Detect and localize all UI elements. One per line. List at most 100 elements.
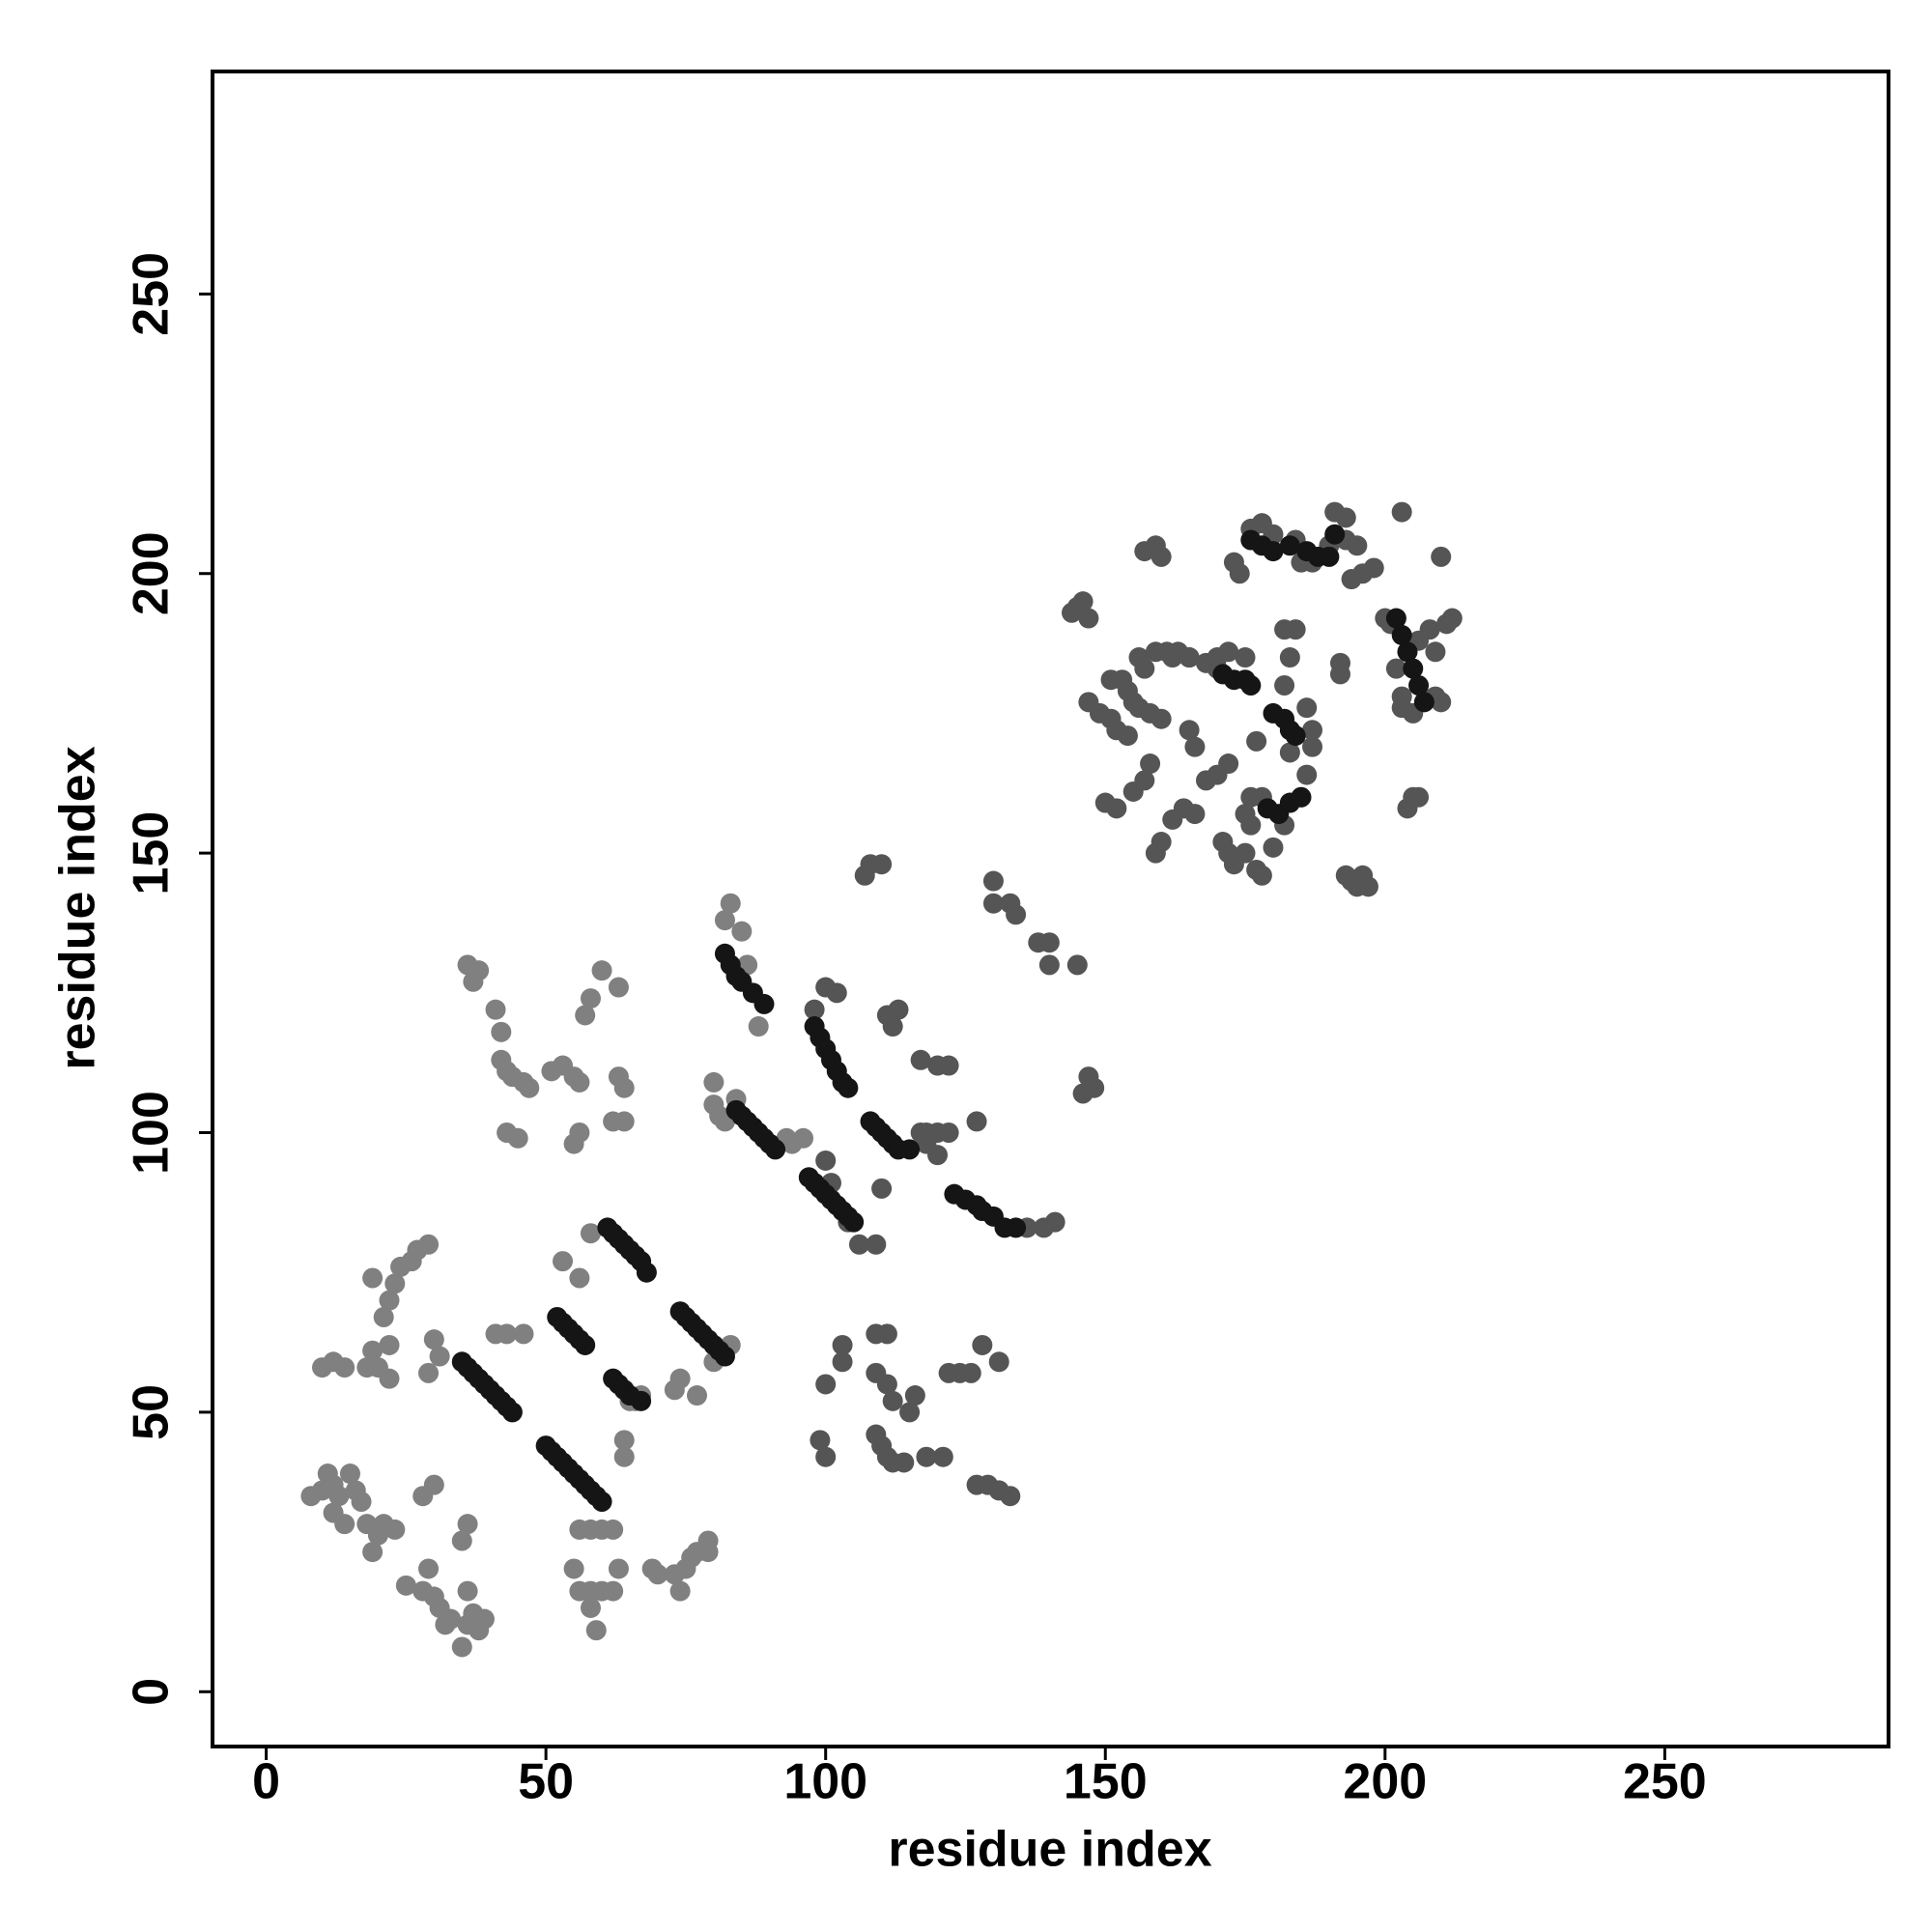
point [1431,546,1452,567]
point [1324,524,1346,545]
point [334,1357,355,1378]
point [339,1463,360,1485]
point [832,1334,853,1355]
point [457,1580,478,1602]
point [423,1329,444,1350]
point [451,1636,472,1658]
point [848,1234,869,1255]
point [429,1346,450,1367]
point [826,982,847,1004]
point [938,1122,959,1144]
point [1038,954,1060,976]
point [1357,876,1378,897]
point [575,1334,596,1355]
point [669,1580,691,1602]
y-tick-label: 150 [124,811,180,895]
point [418,1362,440,1383]
point [1263,837,1284,858]
point [384,1273,406,1294]
y-tick-label: 250 [124,252,180,336]
point [910,1049,931,1070]
point [1385,608,1406,629]
point [1134,770,1155,791]
point [362,1542,384,1563]
point [1151,832,1172,853]
point [1391,501,1412,523]
point [1072,591,1094,612]
point [569,1071,590,1093]
point [580,988,601,1009]
point [1279,647,1300,668]
x-tick-label: 50 [518,1754,574,1810]
point [1162,647,1183,668]
point [1408,786,1430,808]
point [810,1430,831,1451]
point [1274,619,1295,640]
point [1184,804,1206,825]
point [485,999,506,1020]
point [1425,641,1446,663]
x-axis-title: residue index [888,1822,1211,1878]
point [687,1385,708,1406]
point [960,1362,981,1383]
point [832,1351,853,1373]
point [703,1071,724,1093]
point [603,1519,624,1540]
point [491,1021,512,1042]
point [843,1211,865,1233]
point [871,854,893,875]
point [473,1608,495,1630]
point [1335,507,1356,528]
point [1117,725,1138,747]
point [1263,541,1284,562]
point [1151,546,1172,567]
point [876,1323,897,1345]
point [815,1374,837,1395]
point [1329,652,1350,673]
point [440,1608,462,1630]
point [1078,608,1099,629]
point [423,1474,444,1495]
point [1184,736,1206,757]
point [932,1446,953,1467]
point [636,1262,657,1283]
point [1179,647,1200,668]
point [1038,932,1060,953]
point [1218,641,1239,663]
point [982,893,1004,914]
point [882,1390,903,1411]
point [1066,954,1088,976]
point [613,1446,635,1467]
point [1279,742,1300,763]
point [748,1016,769,1037]
point [575,1005,596,1026]
point [854,865,875,886]
point [1140,753,1161,775]
point [972,1334,993,1355]
point [793,1127,814,1149]
point [591,960,612,981]
point [1235,804,1256,825]
point [457,954,478,976]
point [362,1267,384,1289]
point [882,1016,903,1037]
point [1235,842,1256,864]
point [1419,619,1440,640]
x-tick-label: 150 [1064,1754,1148,1810]
point [1335,865,1356,886]
point [1341,569,1362,590]
point [1391,624,1412,645]
point [418,1558,440,1579]
point [608,977,629,998]
point [613,1111,635,1132]
point [451,1530,472,1551]
point [1319,546,1340,567]
point [519,1077,540,1098]
point [1072,1083,1094,1104]
point [1006,904,1027,925]
point [1296,697,1318,719]
point [966,1111,987,1132]
point [362,1340,384,1361]
point [395,1575,416,1596]
point [379,1334,400,1355]
